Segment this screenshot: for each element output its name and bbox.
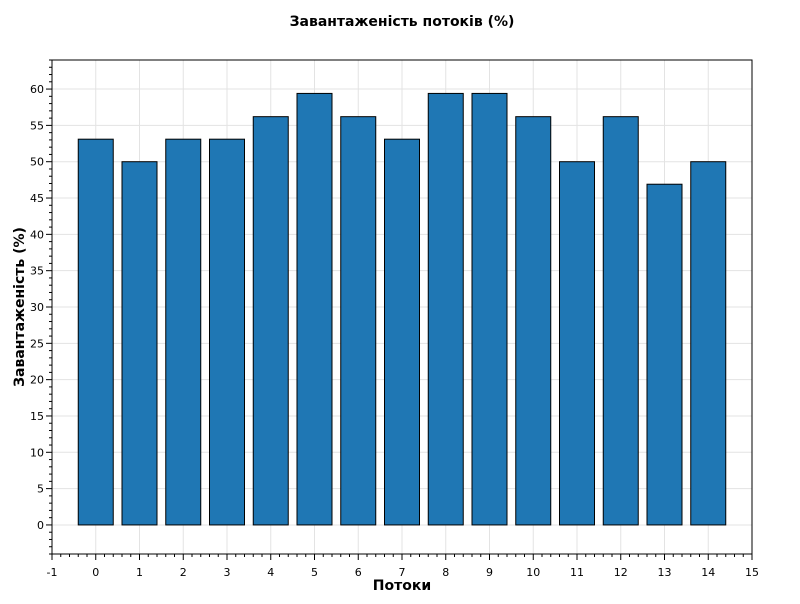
y-tick-label: 35 [30, 265, 44, 278]
bar-14 [690, 161, 727, 526]
chart-title: Завантаженість потоків (%) [290, 14, 515, 30]
y-tick-label: 30 [30, 301, 44, 314]
x-tick-label: -1 [47, 566, 58, 579]
x-tick-label: 6 [355, 566, 362, 579]
bar-1 [121, 161, 158, 526]
x-tick-label: 12 [614, 566, 628, 579]
x-tick-label: 15 [745, 566, 759, 579]
x-tick-label: 2 [180, 566, 187, 579]
y-tick-label: 50 [30, 156, 44, 169]
x-tick-label: 7 [399, 566, 406, 579]
bar-10 [515, 116, 552, 526]
x-tick-label: 11 [570, 566, 584, 579]
y-axis: 0 5 10 15 20 25 30 35 40 45 50 55 60 [30, 59, 52, 555]
x-tick-label: 0 [92, 566, 99, 579]
y-tick-label: 20 [30, 374, 44, 387]
x-tick-label: 13 [658, 566, 672, 579]
x-tick-label: 14 [701, 566, 715, 579]
bar-8 [427, 92, 464, 526]
bar-4 [252, 116, 289, 526]
bar-7 [384, 138, 420, 526]
y-tick-label: 45 [30, 192, 44, 205]
x-tick-label: 4 [267, 566, 274, 579]
y-tick-label: 0 [37, 519, 44, 532]
bar-2 [165, 138, 202, 526]
y-tick-label: 40 [30, 228, 44, 241]
bar-0 [77, 138, 114, 526]
x-tick-label: 10 [526, 566, 540, 579]
bars [77, 92, 727, 526]
x-tick-label: 9 [486, 566, 493, 579]
y-tick-label: 10 [30, 446, 44, 459]
bar-13 [646, 183, 683, 526]
y-tick-label: 25 [30, 337, 44, 350]
x-tick-label: 1 [136, 566, 143, 579]
y-tick-label: 15 [30, 410, 44, 423]
x-axis-label: Потоки [373, 578, 431, 594]
bar-9 [471, 92, 508, 526]
x-axis: -1 0 1 2 3 4 5 6 7 8 9 10 11 12 13 14 15 [47, 554, 759, 579]
y-tick-label: 5 [37, 483, 44, 496]
y-axis-label: Завантаженість (%) [12, 227, 28, 387]
y-tick-label: 55 [30, 119, 44, 132]
bar-5 [296, 92, 333, 526]
x-tick-label: 8 [442, 566, 449, 579]
x-tick-label: 3 [224, 566, 231, 579]
bar-12 [602, 116, 639, 526]
y-tick-label: 60 [30, 83, 44, 96]
x-tick-label: 5 [311, 566, 318, 579]
bar-6 [340, 116, 377, 526]
bar-3 [209, 138, 245, 526]
bar-11 [559, 161, 595, 526]
